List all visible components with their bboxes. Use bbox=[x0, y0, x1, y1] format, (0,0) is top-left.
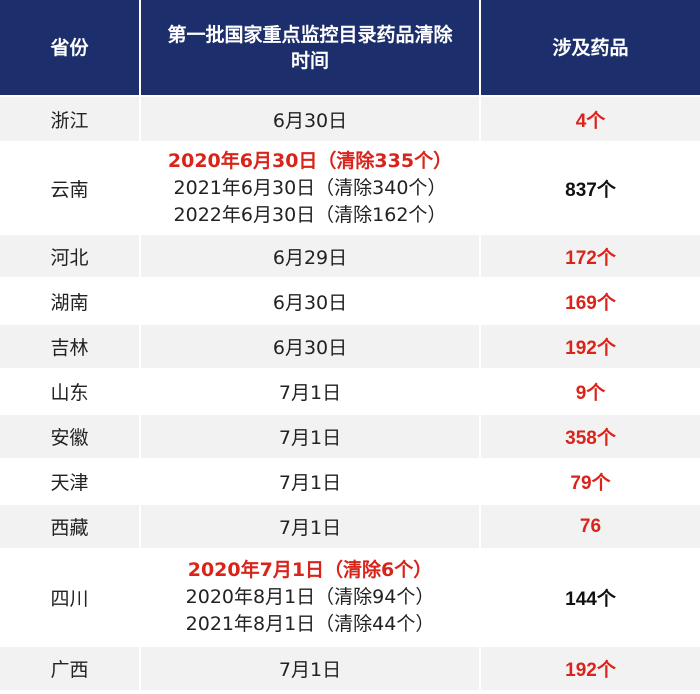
table-row: 吉林 6月30日 192个 bbox=[0, 325, 700, 370]
count-cell: 192个 bbox=[565, 338, 616, 359]
province-cell: 广西 bbox=[50, 659, 89, 681]
count-cell: 4个 bbox=[575, 110, 606, 132]
header-drugs-involved: 涉及药品 bbox=[481, 0, 700, 95]
header-clearance-time-line2: 时间 bbox=[290, 49, 329, 72]
table-row: 山东 7月1日 9个 bbox=[0, 370, 700, 415]
time-cell: 7月1日 bbox=[139, 415, 481, 458]
time-cell: 7月1日 bbox=[139, 460, 481, 503]
time-cell: 7月1日 bbox=[139, 505, 481, 548]
count-cell: 9个 bbox=[575, 383, 606, 404]
time-cell: 6月29日 bbox=[139, 235, 481, 277]
count-cell: 192个 bbox=[565, 660, 616, 681]
header-clearance-time-line1: 第一批国家重点监控目录药品清除 bbox=[167, 23, 453, 46]
table-row: 安徽 7月1日 358个 bbox=[0, 415, 700, 460]
province-cell: 山东 bbox=[50, 382, 89, 404]
header-province: 省份 bbox=[0, 0, 139, 95]
time-highlight: 2020年6月30日（清除335个） bbox=[167, 149, 453, 172]
time-highlight: 2020年7月1日（清除6个） bbox=[187, 559, 433, 581]
province-cell: 四川 bbox=[50, 588, 89, 610]
table-row: 湖南 6月30日 169个 bbox=[0, 279, 700, 325]
time-cell: 7月1日 bbox=[139, 647, 481, 690]
table-header: 省份 第一批国家重点监控目录药品清除 时间 涉及药品 bbox=[0, 0, 700, 97]
time-cell: 6月30日 bbox=[139, 97, 481, 141]
count-cell: 358个 bbox=[565, 428, 616, 449]
table-row: 云南 2020年6月30日（清除335个） 2021年6月30日（清除340个）… bbox=[0, 143, 700, 235]
province-cell: 西藏 bbox=[50, 517, 89, 539]
count-cell: 76 bbox=[579, 515, 602, 537]
province-cell: 云南 bbox=[50, 178, 89, 201]
table-row: 四川 2020年7月1日（清除6个） 2020年8月1日（清除94个） 2021… bbox=[0, 550, 700, 647]
table-row: 天津 7月1日 79个 bbox=[0, 460, 700, 505]
province-cell: 浙江 bbox=[50, 109, 89, 132]
time-cell: 7月1日 bbox=[139, 370, 481, 413]
count-cell: 79个 bbox=[570, 473, 611, 494]
table-row: 河北 6月29日 172个 bbox=[0, 235, 700, 279]
time-cell: 6月30日 bbox=[139, 325, 481, 368]
time-cell: 2020年6月30日（清除335个） 2021年6月30日（清除340个） 20… bbox=[139, 143, 481, 233]
table-row: 西藏 7月1日 76 bbox=[0, 505, 700, 550]
table-row: 浙江 6月30日 4个 bbox=[0, 97, 700, 143]
province-cell: 天津 bbox=[50, 472, 89, 494]
header-drugs-involved-label: 涉及药品 bbox=[552, 36, 629, 59]
province-cell: 河北 bbox=[50, 246, 89, 269]
time-cell: 6月30日 bbox=[139, 279, 481, 323]
count-cell: 837个 bbox=[565, 179, 616, 201]
header-province-label: 省份 bbox=[50, 36, 89, 59]
time-cell: 2020年7月1日（清除6个） 2020年8月1日（清除94个） 2021年8月… bbox=[139, 550, 481, 645]
province-cell: 吉林 bbox=[50, 337, 89, 359]
province-cell: 湖南 bbox=[50, 291, 89, 314]
province-cell: 安徽 bbox=[50, 427, 89, 449]
count-cell: 172个 bbox=[565, 247, 616, 269]
table-row: 广西 7月1日 192个 bbox=[0, 647, 700, 690]
header-clearance-time: 第一批国家重点监控目录药品清除 时间 bbox=[139, 0, 481, 95]
count-cell: 144个 bbox=[565, 589, 616, 610]
count-cell: 169个 bbox=[565, 292, 616, 314]
